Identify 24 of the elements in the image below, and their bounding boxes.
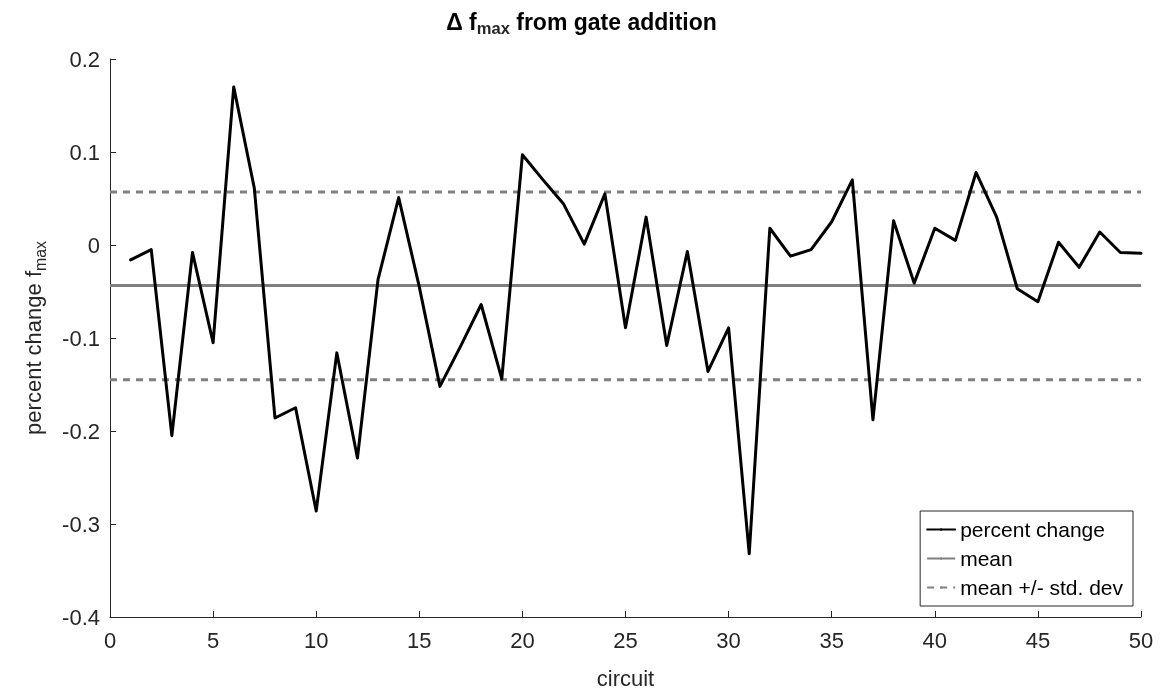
x-tick-label: 25 xyxy=(613,627,638,653)
y-axis-title: percent change fmax xyxy=(21,241,49,435)
y-tick-label: -0.4 xyxy=(62,604,100,630)
y-tick-label: 0.1 xyxy=(69,139,100,165)
x-tick-label: 30 xyxy=(716,627,741,653)
x-tick-label: 15 xyxy=(407,627,432,653)
legend-label: mean +/- std. dev xyxy=(960,576,1124,599)
x-axis-title: circuit xyxy=(596,665,655,691)
legend-label: percent change xyxy=(960,518,1105,541)
x-tick-label: 0 xyxy=(103,627,117,653)
x-tick-label: 45 xyxy=(1025,627,1051,653)
x-tick-label: 5 xyxy=(206,627,220,653)
line-series xyxy=(129,85,1143,556)
y-tick-label: -0.2 xyxy=(62,418,100,444)
y-tick-label: -0.1 xyxy=(62,325,100,351)
y-tick-label: -0.3 xyxy=(62,511,100,537)
x-tick-label: 20 xyxy=(510,627,535,653)
x-tick-label: 10 xyxy=(303,627,329,653)
x-tick-label: 40 xyxy=(922,627,948,653)
y-tick-label: 0.2 xyxy=(69,46,100,72)
legend-label: mean xyxy=(960,547,1013,570)
x-tick-label: 35 xyxy=(819,627,844,653)
y-tick-label: 0 xyxy=(87,232,100,258)
x-tick-label: 50 xyxy=(1128,627,1154,653)
